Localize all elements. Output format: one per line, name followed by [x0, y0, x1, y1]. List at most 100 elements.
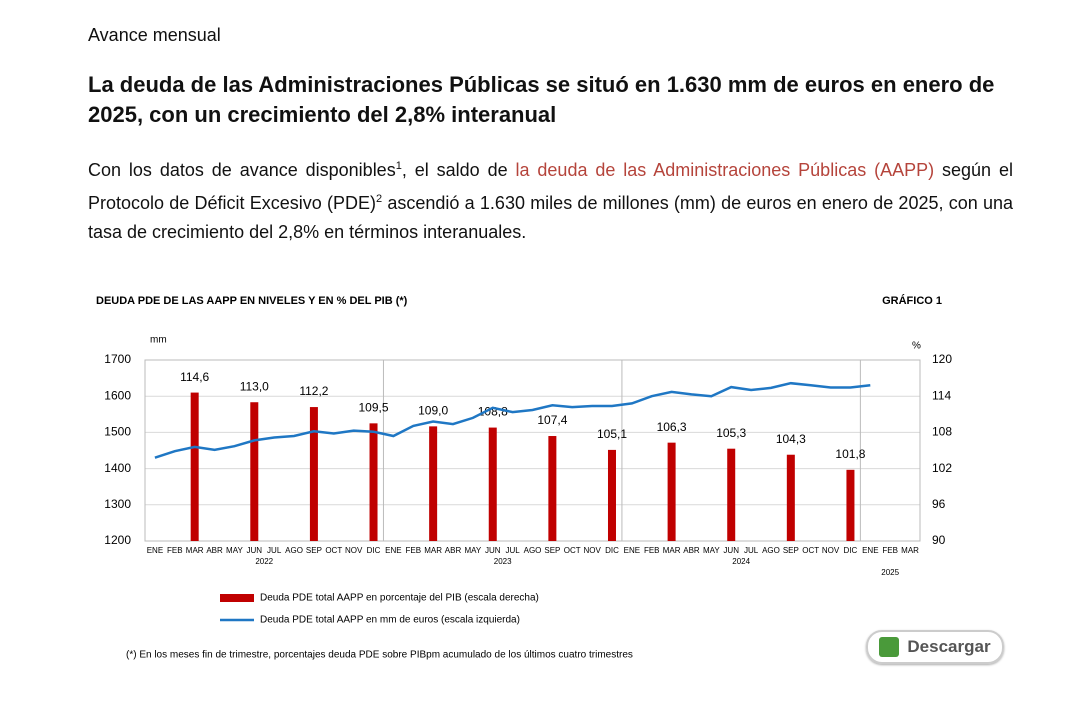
legend-swatch: [220, 594, 254, 602]
x-tick-label: SEP: [783, 546, 799, 555]
y2-tick-label: 120: [932, 352, 952, 366]
icon: [879, 637, 900, 657]
text: Con los datos de avance disponibles: [88, 160, 396, 180]
section-label: Avance mensual: [88, 25, 221, 45]
x-tick-label: OCT: [802, 546, 819, 555]
x-tick-label: NOV: [822, 546, 840, 555]
value-label: 112,2: [299, 384, 328, 398]
y2-axis-label: %: [912, 341, 921, 352]
x-tick-label: FEB: [882, 546, 898, 555]
bar: [548, 436, 557, 541]
bar: [429, 426, 438, 541]
paragraph: Con los datos de avance disponibles1, el…: [88, 152, 1013, 247]
x-tick-label: ENE: [624, 546, 640, 555]
bar: [488, 427, 497, 541]
value-label: 101,8: [835, 447, 865, 461]
x-tick-label: ENE: [147, 546, 163, 555]
x-tick-label: FEB: [644, 546, 660, 555]
x-tick-label: SEP: [306, 546, 322, 555]
y-tick-label: 1500: [104, 425, 131, 439]
x-tick-label: AGO: [285, 546, 303, 555]
year-label: 2025: [881, 568, 899, 577]
button-label: Descargar: [907, 637, 991, 656]
bar: [250, 402, 259, 541]
x-tick-label: MAY: [703, 546, 720, 555]
x-tick-label: DIC: [605, 546, 619, 555]
value-label: 104,3: [776, 432, 806, 446]
y-tick-label: 1300: [104, 497, 131, 511]
footnote-ref: 1: [395, 160, 402, 172]
y2-tick-label: 108: [932, 425, 952, 439]
x-tick-label: DIC: [844, 546, 858, 555]
y-tick-label: 1400: [104, 461, 131, 475]
x-tick-label: AGO: [762, 546, 780, 555]
x-tick-label: NOV: [345, 546, 363, 555]
value-label: 109,0: [418, 404, 448, 418]
value-label: 105,1: [597, 427, 627, 441]
legend-label: Deuda PDE total AAPP en porcentaje del P…: [260, 593, 539, 604]
y2-tick-label: 114: [932, 388, 951, 402]
x-tick-label: JUL: [267, 546, 282, 555]
x-tick-label: MAY: [465, 546, 482, 555]
year-label: 2024: [732, 557, 750, 566]
x-tick-label: ENE: [385, 546, 401, 555]
text: , el saldo de: [401, 160, 516, 180]
x-tick-label: MAR: [901, 546, 919, 555]
value-label: 113,0: [240, 379, 269, 393]
chart-tag: GRÁFICO 1: [882, 294, 942, 307]
y-tick-label: 1700: [104, 352, 131, 366]
x-tick-label: ABR: [445, 546, 462, 555]
x-tick-label: ABR: [206, 546, 223, 555]
x-tick-label: FEB: [167, 546, 183, 555]
x-tick-label: MAR: [424, 546, 442, 555]
year-label: 2022: [255, 557, 273, 566]
line: [154, 381, 871, 459]
plot-frame: [144, 359, 921, 542]
legend-label: Deuda PDE total AAPP en mm de euros (esc…: [260, 615, 520, 626]
x-tick-label: NOV: [583, 546, 601, 555]
x-tick-label: OCT: [564, 546, 581, 555]
x-tick-label: SEP: [544, 546, 560, 555]
value-label: 106,3: [657, 420, 687, 434]
x-tick-label: JUN: [723, 546, 739, 555]
y2-tick-label: 96: [932, 497, 946, 511]
x-tick-label: ENE: [862, 546, 878, 555]
x-tick-label: DIC: [367, 546, 381, 555]
x-tick-label: FEB: [405, 546, 421, 555]
x-tick-label: JUN: [485, 546, 501, 555]
value-label: 114,6: [180, 370, 209, 384]
chart-title: DEUDA PDE DE LAS AAPP EN NIVELES Y EN % …: [96, 295, 408, 307]
footnote-ref: 2: [376, 193, 383, 205]
bar: [786, 454, 795, 541]
x-tick-label: JUN: [247, 546, 263, 555]
footnote: (*) En los meses fin de trimestre, porce…: [126, 650, 633, 661]
x-tick-label: OCT: [325, 546, 342, 555]
x-tick-label: MAR: [663, 546, 681, 555]
y-axis-label: mm: [150, 335, 167, 346]
download-button[interactable]: Descargar: [866, 630, 1004, 664]
text: según el Protocolo de Déficit Excesivo (…: [88, 160, 1013, 213]
bar: [607, 449, 616, 541]
x-tick-label: MAR: [186, 546, 204, 555]
y2-tick-label: 90: [932, 533, 946, 547]
value-label: 105,3: [716, 426, 746, 440]
bar: [190, 392, 199, 541]
value-label: 107,4: [537, 413, 567, 427]
headline: La deuda de las Administraciones Pública…: [88, 72, 995, 127]
x-tick-label: ABR: [683, 546, 700, 555]
bar: [309, 407, 318, 541]
x-tick-label: JUL: [744, 546, 759, 555]
x-tick-label: MAY: [226, 546, 243, 555]
x-tick-label: JUL: [506, 546, 521, 555]
y-tick-label: 1600: [104, 388, 131, 402]
x-tick-label: AGO: [524, 546, 542, 555]
bar: [727, 448, 736, 541]
y2-tick-label: 102: [932, 461, 952, 475]
link[interactable]: la deuda de las Administraciones Pública…: [515, 160, 935, 180]
bar: [667, 442, 676, 541]
year-label: 2023: [494, 557, 512, 566]
bar: [846, 469, 855, 541]
y-tick-label: 1200: [104, 533, 131, 547]
